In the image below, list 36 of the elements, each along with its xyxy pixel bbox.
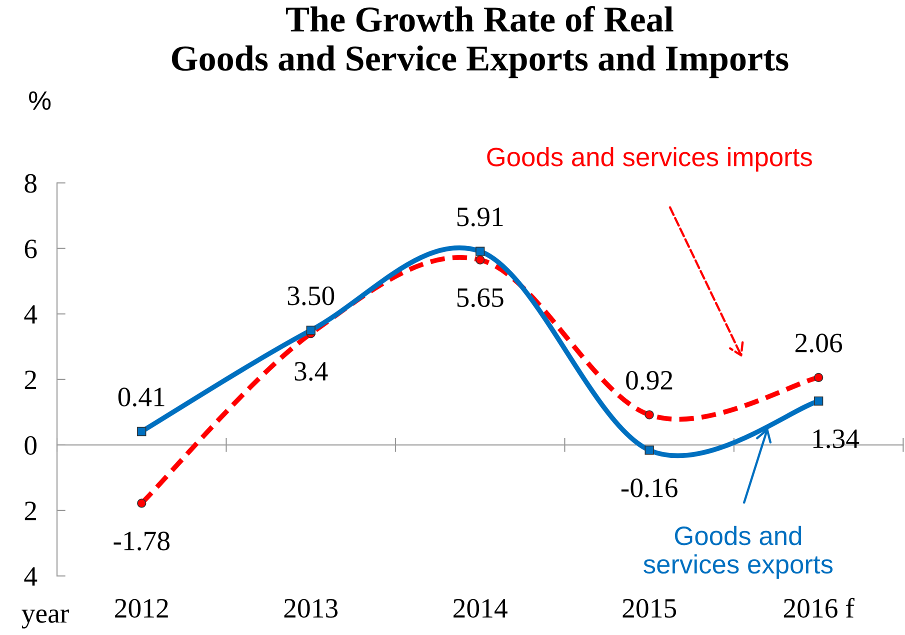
point — [137, 426, 146, 436]
point — [137, 498, 146, 508]
x-tick-label: 2012 — [115, 598, 168, 618]
point — [476, 246, 485, 256]
data-label: 5.65 — [457, 288, 504, 308]
data-label: -1.78 — [114, 532, 170, 550]
y-tick-label: 8 — [24, 174, 37, 193]
data-label: 3.50 — [288, 286, 334, 306]
text: Goods and services exports — [644, 526, 833, 579]
chart-title: The Growth Rate of Real Goods and Service Exports and Imports — [172, 6, 788, 78]
data-label: 0.92 — [626, 370, 672, 390]
y-tick-label: 2 — [24, 370, 36, 390]
point — [644, 410, 654, 420]
x-tick-label: 2015 — [622, 598, 676, 618]
data-label: 0.41 — [118, 388, 164, 407]
x-tick-label: 2013 — [284, 598, 338, 618]
y-tick-label: 4 — [24, 567, 38, 586]
x-axis-title: year — [22, 609, 69, 629]
point — [306, 326, 316, 335]
y-tick-label: 0 — [24, 436, 37, 455]
x-tick-label: 2014 — [454, 598, 508, 618]
x-tick-label: 2016 f — [784, 598, 854, 618]
data-label: 2.06 — [795, 334, 842, 352]
data-label: 5.91 — [457, 208, 503, 226]
point — [644, 446, 654, 455]
y-tick-label: 6 — [24, 240, 37, 258]
y-axis-title: % — [29, 91, 51, 110]
data-label: -0.16 — [621, 478, 678, 498]
y-tick-label: 4 — [24, 305, 38, 324]
point — [476, 255, 485, 264]
text: Goods and services imports — [487, 146, 812, 172]
point — [814, 396, 824, 406]
data-label: 3.4 — [294, 362, 328, 381]
y-tick-label: 2 — [24, 502, 36, 520]
data-label: 1.34 — [813, 430, 860, 448]
point — [814, 372, 824, 382]
